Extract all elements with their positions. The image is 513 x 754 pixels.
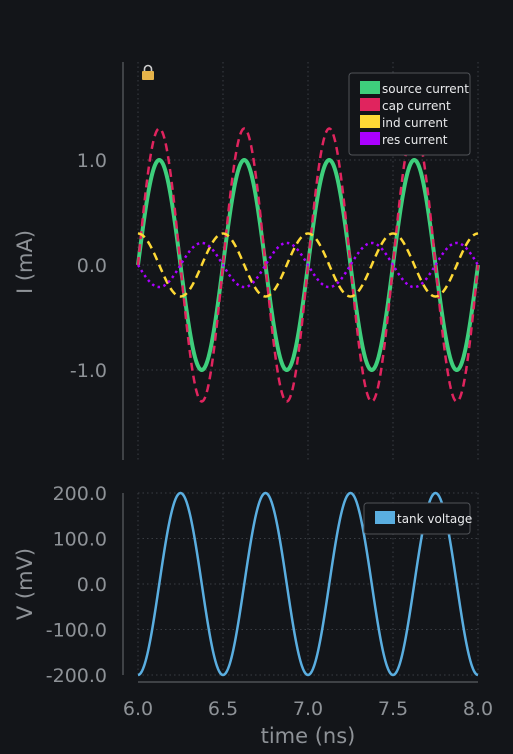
current-series-lines (136, 127, 480, 403)
series-line-res-current (136, 241, 480, 289)
x-tick-label: 6.0 (123, 698, 153, 720)
y-tick-label: 1.0 (77, 150, 107, 172)
x-tick-label: 7.5 (378, 698, 408, 720)
lock-icon-shackle (143, 64, 153, 71)
legend-swatch (360, 132, 380, 145)
lock-icon[interactable] (142, 64, 154, 81)
legend-label: cap current (382, 99, 451, 113)
legend-label: ind current (382, 116, 448, 130)
legend-label: res current (382, 133, 448, 147)
current-y-axis-label: I (mA) (13, 230, 37, 294)
current-plot: 1.0 0.0 -1.0 I (mA) source current cap curr… (13, 62, 480, 460)
voltage-y-axis-label: V (mV) (13, 548, 37, 620)
current-y-ticks: 1.0 0.0 -1.0 (70, 150, 107, 382)
legend-swatch (375, 511, 395, 524)
legend-swatch (360, 115, 380, 128)
voltage-plot: 200.0 100.0 0.0 -100.0 -200.0 6.0 6.5 7.0 7.5 8.… (13, 483, 493, 748)
legend-swatch (360, 98, 380, 111)
y-tick-label: -1.0 (70, 360, 107, 382)
series-line-ind-current (137, 232, 479, 298)
y-tick-label: 100.0 (53, 529, 107, 551)
y-tick-label: -200.0 (46, 665, 107, 687)
time-x-axis-label: time (ns) (261, 724, 356, 748)
x-tick-label: 8.0 (463, 698, 493, 720)
legend-swatch (360, 81, 380, 94)
series-line-cap-current (136, 127, 480, 403)
voltage-y-ticks: 200.0 100.0 0.0 -100.0 -200.0 (46, 483, 107, 687)
legend-label: source current (382, 82, 469, 96)
voltage-series-lines (137, 491, 479, 677)
x-tick-label: 6.5 (208, 698, 238, 720)
voltage-x-ticks: 6.0 6.5 7.0 7.5 8.0 (123, 698, 493, 720)
legend-label: tank voltage (397, 512, 472, 526)
x-tick-label: 7.0 (293, 698, 323, 720)
y-tick-label: 0.0 (77, 255, 107, 277)
series-line-tank-voltage (137, 491, 479, 677)
current-legend: source current cap current ind current res … (348, 72, 471, 156)
voltage-grid (137, 492, 479, 676)
lock-icon-body (142, 71, 154, 80)
y-tick-label: -100.0 (46, 620, 107, 642)
y-tick-label: 200.0 (53, 483, 107, 505)
voltage-legend-box (363, 502, 471, 535)
voltage-legend: tank voltage (363, 502, 472, 535)
y-tick-label: 0.0 (77, 574, 107, 596)
